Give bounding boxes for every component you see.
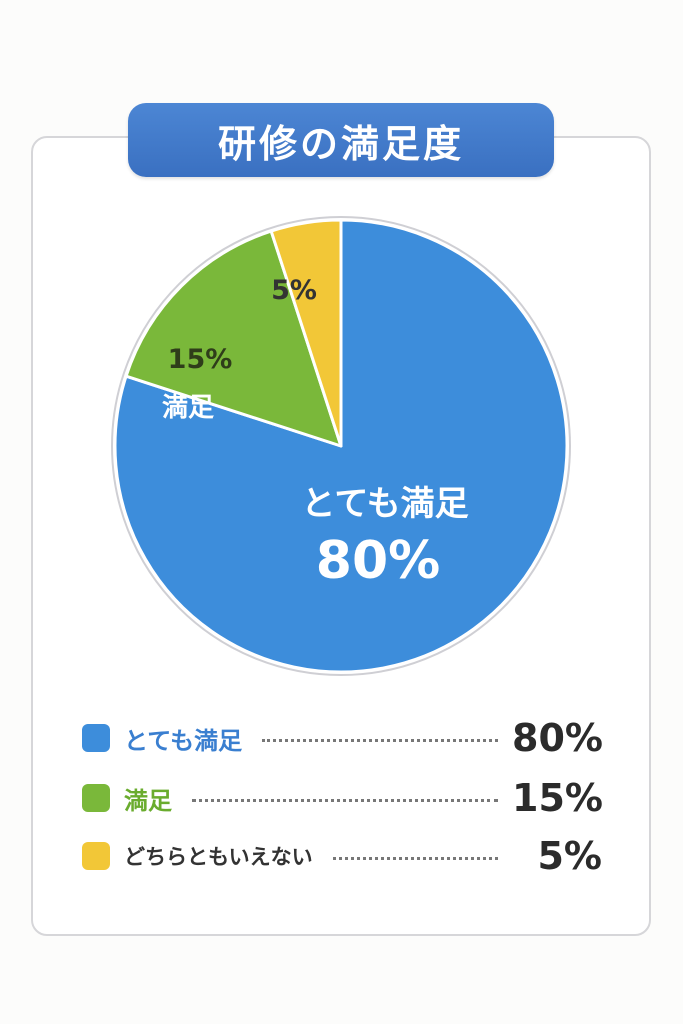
- slice-label-name: とても満足: [301, 484, 468, 524]
- legend-item-neutral: どちらともいえない 5%: [82, 834, 602, 878]
- legend-label: 満足: [124, 786, 172, 815]
- legend-item-very-satisfied: とても満足 80%: [82, 716, 603, 760]
- legend-value: 80%: [512, 716, 603, 760]
- title-banner: 研修の満足度: [128, 103, 554, 177]
- legend-label: とても満足: [124, 726, 243, 755]
- legend-value: 5%: [537, 834, 602, 878]
- legend-leader-dots: [192, 798, 498, 802]
- pie-slice: [269, 218, 343, 448]
- legend-leader-dots: [262, 738, 498, 742]
- legend-swatch: [82, 784, 110, 812]
- slice-label-value: 80%: [316, 531, 440, 591]
- legend-swatch: [82, 842, 110, 870]
- legend-label: どちらともいえない: [124, 845, 313, 869]
- legend-leader-dots: [332, 856, 498, 860]
- slice-label-value: 5%: [271, 275, 317, 306]
- legend-value: 15%: [512, 776, 603, 820]
- legend-swatch: [82, 724, 110, 752]
- slice-label-name: 満足: [162, 393, 214, 423]
- legend-item-satisfied: 満足 15%: [82, 776, 603, 820]
- chart-title: 研修の満足度: [217, 121, 464, 166]
- slice-label-value: 15%: [168, 344, 233, 375]
